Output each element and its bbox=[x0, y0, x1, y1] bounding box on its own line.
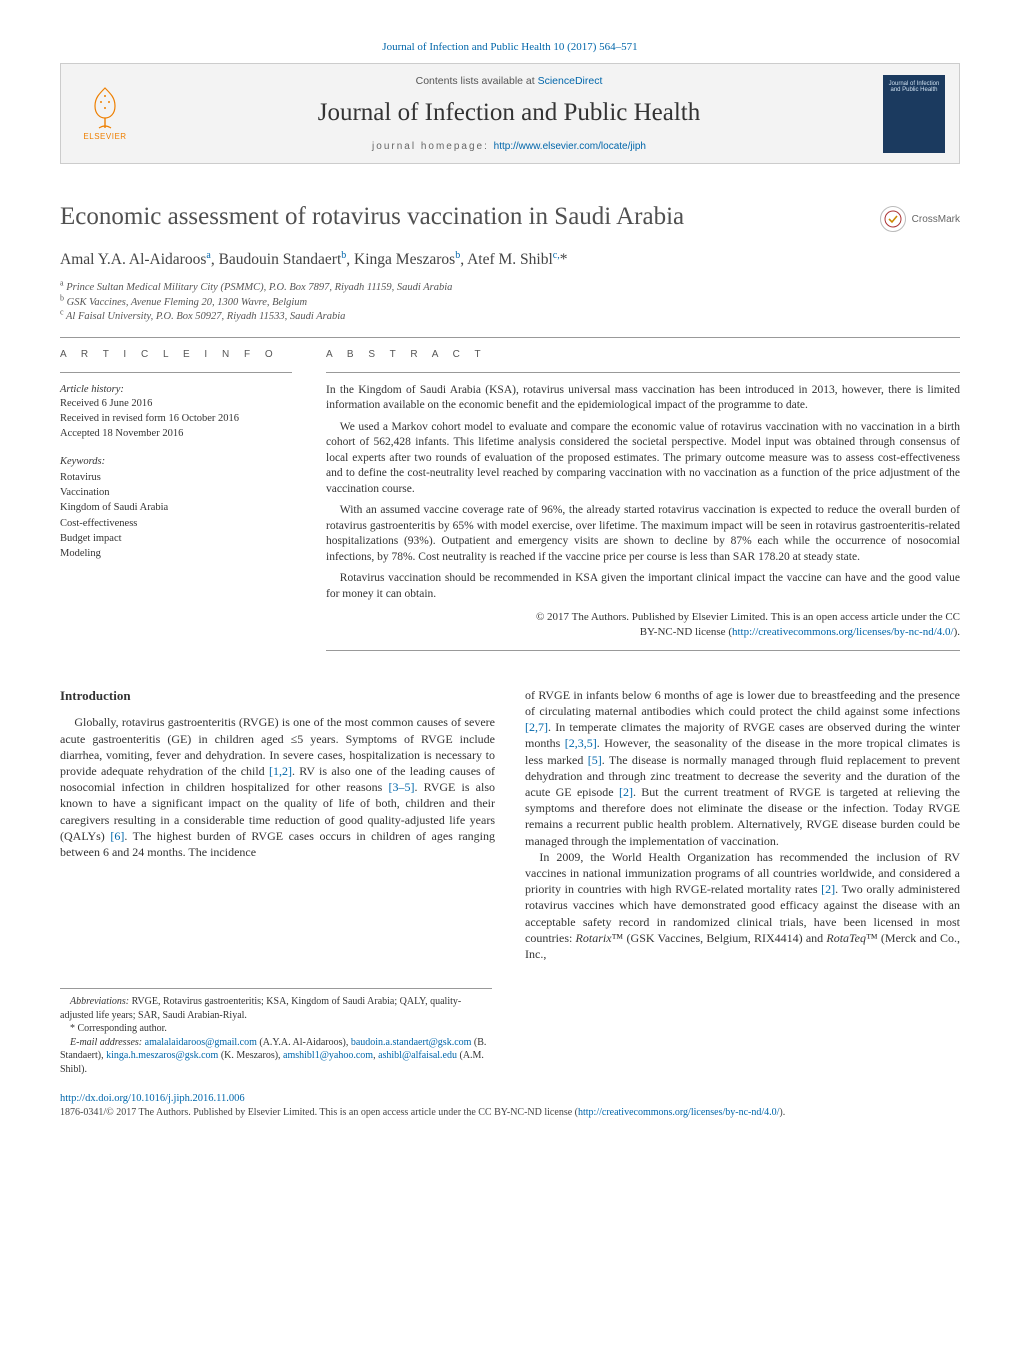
rule-top bbox=[60, 337, 960, 338]
contents-prefix: Contents lists available at bbox=[416, 75, 538, 87]
crossmark-icon bbox=[880, 206, 906, 232]
rule-info bbox=[60, 372, 292, 373]
abbreviations-footnote: Abbreviations: RVGE, Rotavirus gastroent… bbox=[60, 995, 492, 1022]
history-received: Received 6 June 2016 bbox=[60, 397, 292, 412]
keyword: Kingdom of Saudi Arabia bbox=[60, 500, 292, 515]
history-accepted: Accepted 18 November 2016 bbox=[60, 427, 292, 442]
homepage-prefix: journal homepage: bbox=[372, 141, 494, 152]
intro-p1-cont: of RVGE in infants below 6 months of age… bbox=[525, 687, 960, 849]
abstract-p3: With an assumed vaccine coverage rate of… bbox=[326, 503, 960, 565]
rule-abstract bbox=[326, 372, 960, 373]
keyword: Rotavirus bbox=[60, 470, 292, 485]
affiliation-a: a Prince Sultan Medical Military City (P… bbox=[60, 281, 960, 296]
footnotes: Abbreviations: RVGE, Rotavirus gastroent… bbox=[60, 988, 492, 1076]
abstract-p2: We used a Markov cohort model to evaluat… bbox=[326, 420, 960, 498]
masthead: ELSEVIER Contents lists available at Sci… bbox=[60, 63, 960, 164]
authors-line: Amal Y.A. Al-Aidaroosa, Baudouin Standae… bbox=[60, 250, 960, 271]
history-revised: Received in revised form 16 October 2016 bbox=[60, 412, 292, 427]
affiliations: a Prince Sultan Medical Military City (P… bbox=[60, 281, 960, 325]
article-history: Article history: Received 6 June 2016 Re… bbox=[60, 383, 292, 442]
elsevier-logo: ELSEVIER bbox=[75, 79, 135, 149]
doi-line: http://dx.doi.org/10.1016/j.jiph.2016.11… bbox=[60, 1092, 960, 1106]
email-label: E-mail addresses: bbox=[70, 1037, 142, 1048]
cover-thumb-text: Journal of Infection and Public Health bbox=[883, 81, 945, 94]
rule-abstract-bottom bbox=[326, 650, 960, 651]
article-info-heading: A R T I C L E I N F O bbox=[60, 348, 292, 362]
abbr-label: Abbreviations: bbox=[70, 996, 129, 1007]
abstract-heading: A B S T R A C T bbox=[326, 348, 960, 362]
abstract-copyright: © 2017 The Authors. Published by Elsevie… bbox=[326, 610, 960, 640]
intro-p2: In 2009, the World Health Organization h… bbox=[525, 849, 960, 962]
crossmark-label: CrossMark bbox=[912, 213, 960, 227]
top-citation-link[interactable]: Journal of Infection and Public Health 1… bbox=[382, 41, 637, 53]
intro-p1: Globally, rotavirus gastroenteritis (RVG… bbox=[60, 714, 495, 860]
journal-name: Journal of Infection and Public Health bbox=[135, 96, 883, 130]
elsevier-tree-icon bbox=[85, 84, 125, 130]
emails-footnote: E-mail addresses: amalalaidaroos@gmail.c… bbox=[60, 1036, 492, 1077]
keyword: Budget impact bbox=[60, 531, 292, 546]
abstract-p1: In the Kingdom of Saudi Arabia (KSA), ro… bbox=[326, 383, 960, 414]
crossmark-widget[interactable]: CrossMark bbox=[880, 206, 960, 232]
sciencedirect-link[interactable]: ScienceDirect bbox=[538, 75, 603, 87]
keyword: Modeling bbox=[60, 546, 292, 561]
keywords-block: Keywords: Rotavirus Vaccination Kingdom … bbox=[60, 455, 292, 561]
top-citation: Journal of Infection and Public Health 1… bbox=[60, 40, 960, 55]
abstract-column: A B S T R A C T In the Kingdom of Saudi … bbox=[326, 348, 960, 661]
issn-copyright-line: 1876-0341/© 2017 The Authors. Published … bbox=[60, 1106, 960, 1120]
keyword: Vaccination bbox=[60, 485, 292, 500]
journal-homepage-line: journal homepage: http://www.elsevier.co… bbox=[135, 140, 883, 154]
copyright-suffix: ). bbox=[954, 626, 960, 638]
keyword: Cost-effectiveness bbox=[60, 516, 292, 531]
journal-homepage-link[interactable]: http://www.elsevier.com/locate/jiph bbox=[494, 141, 646, 152]
body-columns: Introduction Globally, rotavirus gastroe… bbox=[60, 687, 960, 962]
keywords-label: Keywords: bbox=[60, 455, 292, 470]
copyright-prefix: BY-NC-ND license ( bbox=[640, 626, 732, 638]
meta-row: A R T I C L E I N F O Article history: R… bbox=[60, 348, 960, 661]
masthead-center: Contents lists available at ScienceDirec… bbox=[135, 74, 883, 153]
introduction-heading: Introduction bbox=[60, 687, 495, 705]
cc-license-link[interactable]: http://creativecommons.org/licenses/by-n… bbox=[732, 626, 954, 638]
article-title: Economic assessment of rotavirus vaccina… bbox=[60, 200, 960, 234]
contents-available-line: Contents lists available at ScienceDirec… bbox=[135, 74, 883, 88]
doi-link[interactable]: http://dx.doi.org/10.1016/j.jiph.2016.11… bbox=[60, 1093, 245, 1104]
corresponding-author-footnote: * Corresponding author. bbox=[60, 1022, 492, 1036]
affiliation-c: c Al Faisal University, P.O. Box 50927, … bbox=[60, 310, 960, 325]
body-col-left: Introduction Globally, rotavirus gastroe… bbox=[60, 687, 495, 962]
keywords-list: Rotavirus Vaccination Kingdom of Saudi A… bbox=[60, 470, 292, 561]
article-info-column: A R T I C L E I N F O Article history: R… bbox=[60, 348, 292, 661]
copyright-line1: © 2017 The Authors. Published by Elsevie… bbox=[536, 611, 960, 623]
abstract-body: In the Kingdom of Saudi Arabia (KSA), ro… bbox=[326, 383, 960, 603]
affiliation-b: b GSK Vaccines, Avenue Fleming 20, 1300 … bbox=[60, 296, 960, 311]
body-col-right: of RVGE in infants below 6 months of age… bbox=[525, 687, 960, 962]
article-header: CrossMark Economic assessment of rotavir… bbox=[60, 200, 960, 325]
elsevier-wordmark: ELSEVIER bbox=[83, 132, 126, 143]
history-label: Article history: bbox=[60, 383, 292, 398]
journal-cover-thumb: Journal of Infection and Public Health bbox=[883, 75, 945, 153]
abstract-p4: Rotavirus vaccination should be recommen… bbox=[326, 571, 960, 602]
